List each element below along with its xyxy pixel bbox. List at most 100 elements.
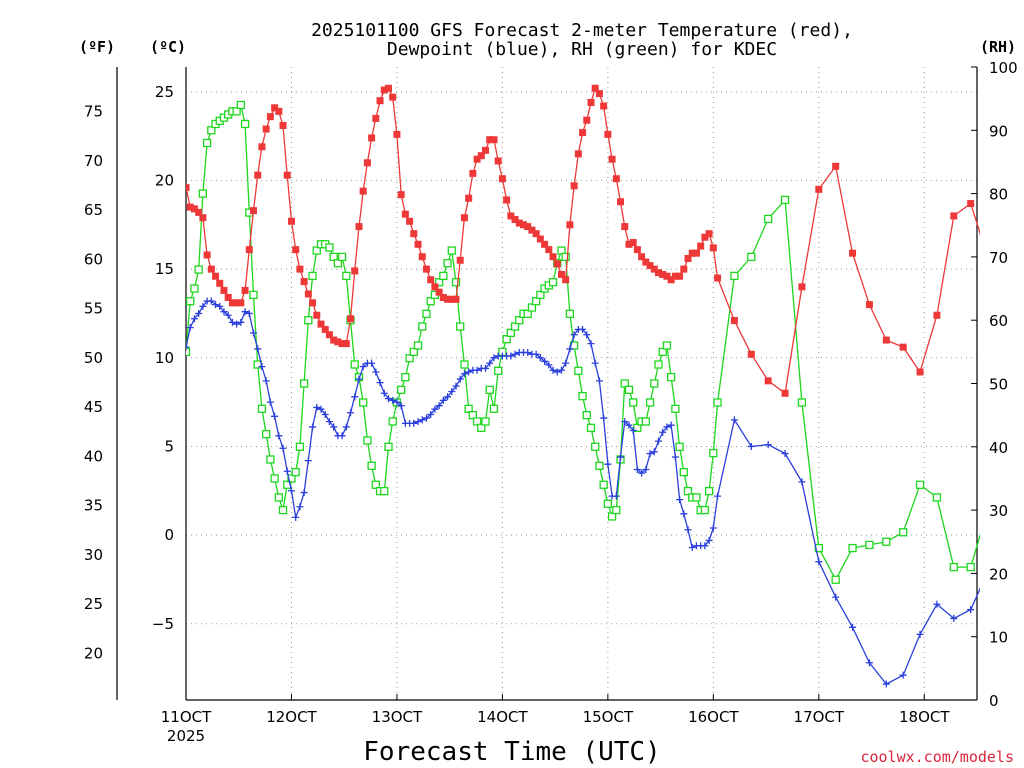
dewpoint-point xyxy=(815,558,823,566)
rh-point xyxy=(531,297,541,306)
rh-point xyxy=(477,423,486,432)
temperature-point xyxy=(621,223,629,231)
y-tick-label-fahrenheit: 55 xyxy=(84,300,103,318)
y-tick-label-fahrenheit: 30 xyxy=(84,546,103,564)
rh-point xyxy=(645,398,655,407)
dewpoint-point xyxy=(595,377,603,385)
temperature-point xyxy=(692,249,700,257)
rh-point xyxy=(666,373,676,382)
temperature-point xyxy=(865,301,873,309)
temperature-point xyxy=(296,265,304,273)
y-tick-label-fahrenheit: 65 xyxy=(84,201,103,219)
y-tick-label-rh: 10 xyxy=(989,629,1008,647)
dewpoint-point xyxy=(271,412,279,420)
y-tick-label-celsius: −5 xyxy=(152,615,174,633)
dewpoint-point xyxy=(279,444,287,452)
temperature-point xyxy=(186,184,190,192)
rh-point xyxy=(654,360,663,369)
x-tick-label: 16OCT xyxy=(688,708,739,726)
dewpoint-point xyxy=(532,350,540,358)
rh-point xyxy=(380,486,389,496)
dewpoint-point xyxy=(330,423,338,431)
rh-point xyxy=(557,246,566,255)
dewpoint-point xyxy=(591,359,599,367)
rh-point xyxy=(308,271,317,281)
temperature-point xyxy=(646,262,654,270)
rh-point xyxy=(359,398,368,407)
dewpoint-point xyxy=(397,402,405,410)
rh-point xyxy=(607,512,617,521)
temperature-point xyxy=(612,175,620,183)
dewpoint-point xyxy=(688,544,696,552)
temperature-point xyxy=(393,130,401,138)
dewpoint-point xyxy=(524,348,532,356)
dewpoint-point xyxy=(604,460,612,468)
dewpoint-point xyxy=(186,324,194,332)
temperature-point xyxy=(849,249,857,257)
dewpoint-point xyxy=(617,453,625,461)
rh-point xyxy=(679,467,688,477)
temperature-point xyxy=(245,246,253,254)
rh-point xyxy=(502,335,511,344)
temperature-point xyxy=(663,272,671,280)
rh-point xyxy=(464,404,473,413)
series-1 xyxy=(186,297,1024,688)
temperature-point xyxy=(684,254,692,262)
rh-point xyxy=(418,322,427,331)
rh-point xyxy=(882,537,891,546)
temperature-point xyxy=(444,295,452,303)
rh-point xyxy=(443,259,452,268)
temperature-point xyxy=(899,343,907,351)
dewpoint-point xyxy=(325,418,333,426)
rh-point xyxy=(266,455,275,464)
y-tick-label-rh: 0 xyxy=(989,692,999,710)
rh-point xyxy=(274,493,283,502)
dewpoint-point xyxy=(562,359,570,367)
temperature-point xyxy=(262,125,270,133)
dewpoint-point xyxy=(633,465,641,473)
temperature-point xyxy=(667,276,675,284)
dewpoint-point xyxy=(368,359,376,367)
temperature-point xyxy=(452,295,460,303)
temperature-point xyxy=(1001,283,1008,290)
temperature-point xyxy=(435,288,443,296)
rh-point xyxy=(186,297,195,306)
series-2 xyxy=(186,100,980,584)
temperature-point xyxy=(600,102,608,110)
dewpoint-point xyxy=(1018,415,1024,422)
rh-point xyxy=(325,243,334,252)
rh-point xyxy=(565,309,575,319)
temperature-point xyxy=(313,311,321,319)
dewpoint-point xyxy=(304,457,312,465)
rh-point xyxy=(692,493,701,502)
temperature-point xyxy=(460,214,468,222)
temperature-point xyxy=(330,336,338,344)
dewpoint-point xyxy=(296,503,304,511)
temperature-point xyxy=(321,325,329,333)
rh-point xyxy=(312,246,321,255)
dewpoint-point xyxy=(714,492,722,500)
rh-point xyxy=(510,322,520,331)
dewpoint-point xyxy=(287,487,295,495)
temperature-point xyxy=(967,200,975,208)
dewpoint-point xyxy=(541,357,549,365)
temperature-point xyxy=(557,270,565,278)
rh-point xyxy=(232,107,241,116)
temperature-point xyxy=(633,246,641,254)
dewpoint-point xyxy=(292,513,300,521)
dewpoint-point xyxy=(317,405,325,413)
temperature-point xyxy=(368,134,376,142)
rh-point xyxy=(291,467,300,477)
dewpoint-point xyxy=(249,329,257,337)
y-tick-label-rh: 60 xyxy=(989,312,1008,330)
rh-point xyxy=(848,543,857,553)
dewpoint-point xyxy=(642,465,650,473)
temperature-point xyxy=(304,290,312,298)
rh-point xyxy=(489,404,499,413)
dewpoint-point xyxy=(342,423,350,431)
dewpoint-point xyxy=(865,659,873,667)
temperature-point xyxy=(380,86,388,94)
dewpoint-point xyxy=(583,331,591,339)
dewpoint-point xyxy=(684,526,692,534)
